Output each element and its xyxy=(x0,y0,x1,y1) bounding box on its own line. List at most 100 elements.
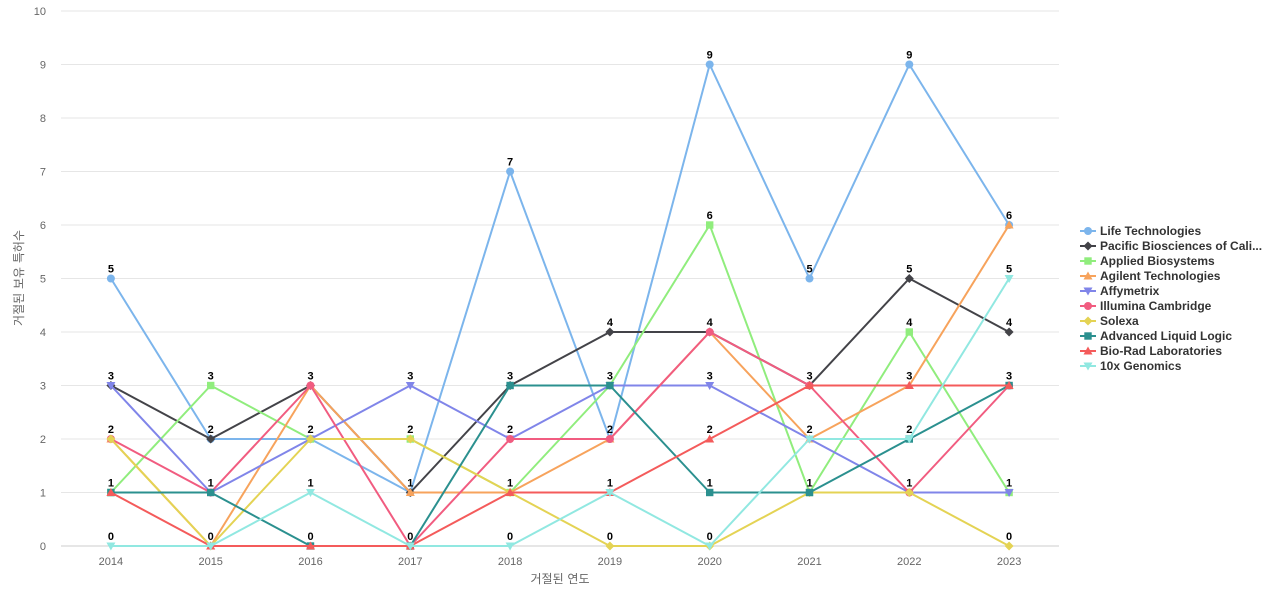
legend-item[interactable]: Applied Biosystems xyxy=(1080,254,1215,268)
data-label: 1 xyxy=(707,478,713,490)
legend-item[interactable]: Life Technologies xyxy=(1080,224,1201,238)
data-label: 5 xyxy=(108,264,114,276)
data-label: 1 xyxy=(607,478,613,490)
data-label: 1 xyxy=(108,478,114,490)
data-point xyxy=(706,488,714,497)
legend-label: Advanced Liquid Logic xyxy=(1100,329,1232,343)
y-tick-label: 3 xyxy=(40,381,46,393)
data-label: 0 xyxy=(307,531,313,543)
data-point xyxy=(505,542,515,551)
data-point xyxy=(206,434,216,444)
data-label: 1 xyxy=(806,478,812,490)
y-tick-label: 10 xyxy=(34,6,46,18)
data-label: 0 xyxy=(707,531,713,543)
data-point xyxy=(705,328,714,336)
data-point xyxy=(904,274,914,283)
data-point xyxy=(706,221,714,229)
data-point xyxy=(405,434,415,444)
legend-label: Affymetrix xyxy=(1100,284,1160,298)
data-label: 2 xyxy=(307,424,313,436)
data-point xyxy=(705,434,715,443)
legend-item[interactable]: Bio-Rad Laboratories xyxy=(1080,344,1222,358)
data-point xyxy=(106,488,116,496)
data-label: 9 xyxy=(906,50,912,62)
data-point xyxy=(905,328,913,336)
x-tick-label: 2022 xyxy=(897,556,921,568)
data-label: 2 xyxy=(806,424,812,436)
data-point xyxy=(904,381,914,389)
legend-marker xyxy=(1084,227,1092,235)
legend-label: Agilent Technologies xyxy=(1100,269,1221,283)
x-tick-label: 2019 xyxy=(598,556,622,568)
data-point xyxy=(605,435,614,443)
legend-marker xyxy=(1083,241,1093,251)
series-line xyxy=(110,277,1010,547)
x-axis-ticks: 2014 2015 2016 2017 2018 2019 2020 2021 2022 2023 xyxy=(99,556,1022,568)
legend-label: Pacific Biosciences of Cali... xyxy=(1100,239,1262,253)
legend-item[interactable]: Advanced Liquid Logic xyxy=(1080,329,1232,343)
data-label: 2 xyxy=(707,424,713,436)
data-point xyxy=(505,488,515,496)
data-label: 5 xyxy=(906,264,912,276)
y-tick-label: 5 xyxy=(40,274,46,286)
y-tick-label: 4 xyxy=(40,327,46,339)
data-label: 3 xyxy=(108,371,114,383)
data-label: 6 xyxy=(707,210,713,222)
legend-item[interactable]: Affymetrix xyxy=(1080,284,1160,298)
legend-marker xyxy=(1083,271,1093,280)
data-label: 2 xyxy=(108,424,114,436)
data-label: 1 xyxy=(507,478,513,490)
legend-label: 10x Genomics xyxy=(1100,359,1182,373)
data-label: 3 xyxy=(407,371,413,383)
legend-item[interactable]: Solexa xyxy=(1080,314,1139,328)
data-point xyxy=(405,488,415,496)
data-label: 5 xyxy=(1006,264,1012,276)
data-label: 4 xyxy=(906,317,913,329)
data-label: 4 xyxy=(607,317,614,329)
data-label: 1 xyxy=(407,478,413,490)
data-label: 5 xyxy=(806,264,812,276)
data-label: 0 xyxy=(607,531,613,543)
data-point xyxy=(1004,327,1014,337)
data-label: 3 xyxy=(307,371,313,383)
legend-item[interactable]: Pacific Biosciences of Cali... xyxy=(1080,239,1262,253)
legend-marker xyxy=(1083,287,1093,296)
legend-label: Bio-Rad Laboratories xyxy=(1100,344,1222,358)
data-label: 1 xyxy=(307,478,313,490)
data-label: 3 xyxy=(607,371,613,383)
data-label: 0 xyxy=(507,531,513,543)
data-point xyxy=(1004,489,1014,497)
data-label: 4 xyxy=(707,317,714,329)
x-tick-label: 2017 xyxy=(398,556,422,568)
legend-label: Life Technologies xyxy=(1100,224,1201,238)
data-point xyxy=(705,60,714,69)
y-tick-label: 0 xyxy=(40,541,46,553)
data-label: 2 xyxy=(906,424,912,436)
x-tick-label: 2018 xyxy=(498,556,522,568)
legend-item[interactable]: Illumina Cambridge xyxy=(1080,299,1212,313)
legend-label: Solexa xyxy=(1100,314,1139,328)
data-point xyxy=(606,381,614,390)
data-label: 2 xyxy=(208,424,214,436)
data-point xyxy=(506,167,515,176)
x-axis-title: 거절된 연도 xyxy=(530,572,589,586)
x-tick-label: 2015 xyxy=(198,556,222,568)
y-tick-label: 6 xyxy=(40,220,46,232)
data-point xyxy=(1004,275,1014,283)
legend-marker xyxy=(1084,332,1092,340)
legend-item[interactable]: Agilent Technologies xyxy=(1080,269,1221,283)
legend-label: Illumina Cambridge xyxy=(1100,299,1212,313)
data-label: 0 xyxy=(407,531,413,543)
data-label: 2 xyxy=(407,424,413,436)
data-point xyxy=(905,60,914,69)
data-point xyxy=(605,489,615,497)
data-point xyxy=(206,542,216,551)
data-point xyxy=(405,382,415,390)
data-point xyxy=(506,381,514,390)
legend-item[interactable]: 10x Genomics xyxy=(1080,359,1182,373)
data-point xyxy=(805,435,814,444)
data-point xyxy=(904,435,914,444)
data-label: 1 xyxy=(208,478,214,490)
data-point xyxy=(705,382,715,390)
